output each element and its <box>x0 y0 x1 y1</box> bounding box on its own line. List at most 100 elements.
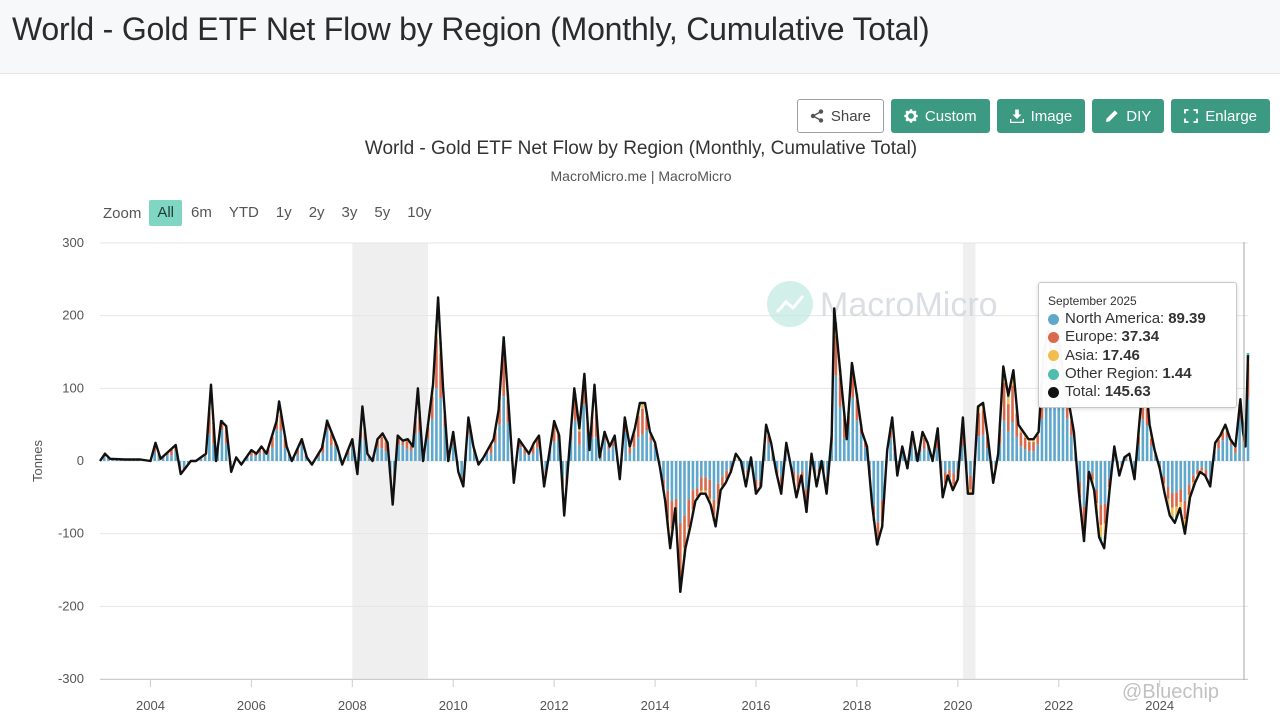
north-america-bar <box>351 446 354 461</box>
zoom-option-5y[interactable]: 5y <box>374 204 391 221</box>
x-tick-label: 2006 <box>237 698 266 713</box>
north-america-bar <box>220 430 224 461</box>
north-america-bar <box>594 437 598 461</box>
north-america-bar <box>1065 418 1069 461</box>
zoom-option-10y[interactable]: 10y <box>407 204 432 221</box>
north-america-bar <box>670 461 674 502</box>
north-america-bar <box>607 449 611 461</box>
tooltip-value: 145.63 <box>1104 383 1151 401</box>
north-america-bar <box>287 456 291 461</box>
north-america-bar <box>599 457 602 461</box>
north-america-bar <box>401 445 405 461</box>
north-america-bar <box>729 461 733 468</box>
asia-bar <box>1032 439 1035 443</box>
europe-bar <box>1166 486 1170 499</box>
north-america-bar <box>586 433 590 461</box>
zoom-option-all[interactable]: All <box>149 200 183 226</box>
north-america-bar <box>624 432 627 461</box>
north-america-bar <box>876 461 880 523</box>
y-tick-label: 0 <box>77 453 84 468</box>
custom-button[interactable]: Custom <box>890 99 990 133</box>
y-tick-label: -200 <box>58 598 84 613</box>
image-button[interactable]: Image <box>996 99 1086 133</box>
zoom-option-1y[interactable]: 1y <box>275 204 292 221</box>
europe-bar <box>1023 437 1027 450</box>
europe-bar <box>969 475 972 490</box>
north-america-bar <box>380 448 384 461</box>
y-tick-label: -100 <box>58 526 84 541</box>
europe-bar <box>536 439 539 448</box>
europe-bar <box>1028 442 1031 452</box>
north-america-bar <box>792 461 796 472</box>
europe-bar <box>502 348 505 397</box>
europe-bar <box>876 522 880 538</box>
north-america-bar <box>578 444 581 461</box>
diy-button[interactable]: DIY <box>1092 99 1165 133</box>
north-america-bar <box>981 434 985 461</box>
zoom-option-ytd[interactable]: YTD <box>228 204 259 221</box>
north-america-bar <box>203 456 207 461</box>
europe-bar <box>1229 441 1233 445</box>
europe-bar <box>430 396 434 419</box>
north-america-bar <box>628 453 632 461</box>
total-series-line <box>99 296 1250 593</box>
north-america-bar <box>847 424 850 461</box>
north-america-bar <box>653 447 657 461</box>
north-america-bar <box>271 447 274 461</box>
north-america-bar <box>426 438 430 461</box>
europe-bar <box>1149 438 1153 446</box>
north-america-bar <box>418 431 421 461</box>
north-america-bar <box>1124 458 1128 461</box>
zoom-option-3y[interactable]: 3y <box>341 204 358 221</box>
north-america-bar <box>111 459 114 461</box>
north-america-bar <box>283 447 287 461</box>
europe-bar <box>708 479 712 499</box>
north-america-bar <box>754 461 758 480</box>
europe-bar <box>641 408 644 435</box>
north-america-bar <box>1103 461 1107 504</box>
north-america-bar <box>544 461 548 471</box>
north-america-bar <box>1007 431 1010 461</box>
north-america-bar <box>519 447 522 461</box>
north-america-bar <box>1057 390 1061 461</box>
north-america-bar <box>1002 420 1006 461</box>
north-america-bar <box>582 404 585 461</box>
north-america-bar <box>674 461 678 499</box>
north-america-bar <box>872 461 876 506</box>
north-america-bar <box>561 461 564 478</box>
north-america-bar <box>115 460 119 461</box>
enlarge-button[interactable]: Enlarge <box>1171 99 1270 133</box>
europe-bar <box>321 445 325 453</box>
x-tick-label: 2016 <box>742 698 771 713</box>
chart-subtitle: MacroMicro.me | MacroMicro <box>550 168 732 184</box>
north-america-bar <box>414 433 417 461</box>
x-tick-label: 2020 <box>943 698 972 713</box>
europe-bar <box>203 454 207 457</box>
europe-bar <box>985 436 989 449</box>
north-america-bar <box>552 441 556 461</box>
north-america-bar <box>1141 419 1145 461</box>
europe-bar <box>670 501 674 529</box>
europe-bar <box>712 499 716 516</box>
zoom-option-2y[interactable]: 2y <box>308 204 325 221</box>
europe-bar <box>679 522 682 580</box>
north-america-bar <box>325 430 329 461</box>
y-tick-label: 200 <box>62 308 84 323</box>
europe-bar <box>1095 489 1098 504</box>
north-america-bar <box>666 461 669 491</box>
diy-label: DIY <box>1126 107 1152 125</box>
tooltip-label: Europe: <box>1065 328 1118 346</box>
zoom-option-6m[interactable]: 6m <box>191 204 212 221</box>
europe-bar <box>952 473 955 485</box>
x-tick-label: 2008 <box>338 698 367 713</box>
north-america-bar <box>1032 451 1035 461</box>
europe-bar <box>1099 504 1103 525</box>
europe-bar <box>1217 440 1220 449</box>
europe-bar <box>250 451 253 456</box>
share-button[interactable]: Share <box>796 99 884 133</box>
north-america-bar <box>557 438 560 461</box>
north-america-bar <box>397 444 400 461</box>
north-america-bar <box>662 461 665 480</box>
europe-bar <box>1002 383 1006 421</box>
north-america-bar <box>843 437 846 461</box>
